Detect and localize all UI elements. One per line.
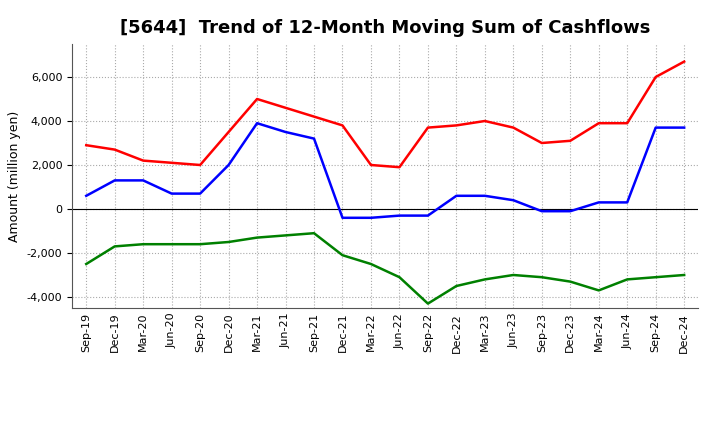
Free Cashflow <box>338 215 347 220</box>
Free Cashflow <box>82 193 91 198</box>
Operating Cashflow <box>366 162 375 168</box>
Investing Cashflow <box>652 275 660 280</box>
Investing Cashflow <box>225 239 233 245</box>
Operating Cashflow <box>566 138 575 143</box>
Free Cashflow <box>595 200 603 205</box>
Title: [5644]  Trend of 12-Month Moving Sum of Cashflows: [5644] Trend of 12-Month Moving Sum of C… <box>120 19 650 37</box>
Investing Cashflow <box>310 231 318 236</box>
Investing Cashflow <box>680 272 688 278</box>
Operating Cashflow <box>225 129 233 135</box>
Operating Cashflow <box>110 147 119 152</box>
Free Cashflow <box>139 178 148 183</box>
Free Cashflow <box>423 213 432 218</box>
Operating Cashflow <box>509 125 518 130</box>
Investing Cashflow <box>509 272 518 278</box>
Free Cashflow <box>537 209 546 214</box>
Free Cashflow <box>452 193 461 198</box>
Operating Cashflow <box>480 118 489 124</box>
Investing Cashflow <box>537 275 546 280</box>
Free Cashflow <box>566 209 575 214</box>
Free Cashflow <box>110 178 119 183</box>
Operating Cashflow <box>310 114 318 119</box>
Investing Cashflow <box>82 261 91 267</box>
Investing Cashflow <box>338 253 347 258</box>
Operating Cashflow <box>282 105 290 110</box>
Y-axis label: Amount (million yen): Amount (million yen) <box>8 110 21 242</box>
Operating Cashflow <box>167 160 176 165</box>
Free Cashflow <box>395 213 404 218</box>
Operating Cashflow <box>623 121 631 126</box>
Investing Cashflow <box>253 235 261 240</box>
Operating Cashflow <box>652 74 660 80</box>
Investing Cashflow <box>423 301 432 306</box>
Investing Cashflow <box>623 277 631 282</box>
Investing Cashflow <box>167 242 176 247</box>
Investing Cashflow <box>595 288 603 293</box>
Line: Investing Cashflow: Investing Cashflow <box>86 233 684 304</box>
Free Cashflow <box>225 162 233 168</box>
Free Cashflow <box>652 125 660 130</box>
Free Cashflow <box>623 200 631 205</box>
Operating Cashflow <box>395 165 404 170</box>
Operating Cashflow <box>196 162 204 168</box>
Operating Cashflow <box>82 143 91 148</box>
Operating Cashflow <box>537 140 546 146</box>
Free Cashflow <box>253 121 261 126</box>
Investing Cashflow <box>196 242 204 247</box>
Investing Cashflow <box>366 261 375 267</box>
Investing Cashflow <box>395 275 404 280</box>
Operating Cashflow <box>338 123 347 128</box>
Investing Cashflow <box>452 283 461 289</box>
Operating Cashflow <box>139 158 148 163</box>
Investing Cashflow <box>566 279 575 284</box>
Free Cashflow <box>282 129 290 135</box>
Line: Free Cashflow: Free Cashflow <box>86 123 684 218</box>
Investing Cashflow <box>480 277 489 282</box>
Investing Cashflow <box>139 242 148 247</box>
Free Cashflow <box>196 191 204 196</box>
Operating Cashflow <box>423 125 432 130</box>
Free Cashflow <box>167 191 176 196</box>
Operating Cashflow <box>595 121 603 126</box>
Operating Cashflow <box>680 59 688 64</box>
Free Cashflow <box>366 215 375 220</box>
Free Cashflow <box>310 136 318 141</box>
Operating Cashflow <box>253 96 261 102</box>
Line: Operating Cashflow: Operating Cashflow <box>86 62 684 167</box>
Free Cashflow <box>509 198 518 203</box>
Free Cashflow <box>680 125 688 130</box>
Investing Cashflow <box>282 233 290 238</box>
Investing Cashflow <box>110 244 119 249</box>
Free Cashflow <box>480 193 489 198</box>
Operating Cashflow <box>452 123 461 128</box>
